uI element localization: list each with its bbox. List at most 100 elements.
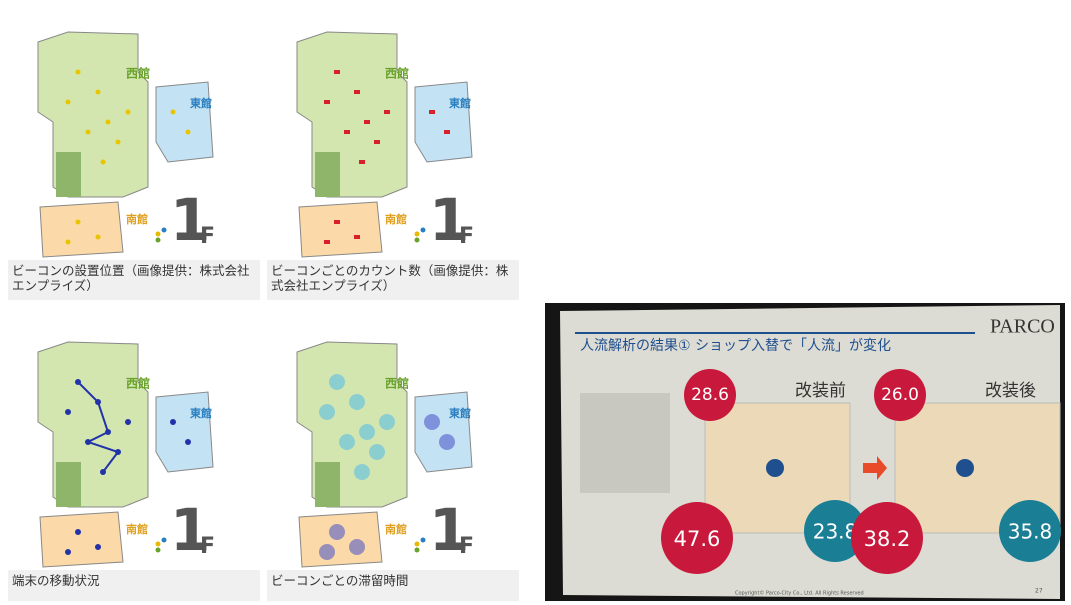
dwell (349, 394, 365, 410)
south-building (40, 512, 123, 567)
terminal (185, 439, 191, 445)
beacon (86, 130, 91, 135)
caption: 端末の移動状況 (8, 570, 260, 591)
beacon-count (444, 130, 450, 134)
beacon-count (334, 70, 340, 74)
top-value: 26.0 (881, 385, 919, 405)
right-value: 35.8 (1008, 520, 1053, 544)
beacon (126, 110, 131, 115)
floor-dot (162, 228, 167, 233)
beacon (186, 130, 191, 135)
west-label: 西館 (126, 66, 150, 81)
beacon (96, 235, 101, 240)
beacon-count (324, 100, 330, 104)
dwell (439, 434, 455, 450)
east-building (156, 82, 213, 162)
terminal (105, 429, 111, 435)
west-label: 西館 (126, 376, 150, 391)
beacon (66, 100, 71, 105)
terminal (85, 439, 91, 445)
south-label: 南館 (385, 522, 407, 536)
east-building (156, 392, 213, 472)
page-number: 27 (1035, 588, 1043, 595)
terminal (95, 399, 101, 405)
west-label: 西館 (385, 66, 409, 81)
beacon-count (384, 110, 390, 114)
floor-dot (156, 548, 161, 553)
slide-title: 人流解析の結果① ショップ入替で「人流」が変化 (580, 337, 891, 354)
west-building (297, 32, 407, 197)
terminal (100, 469, 106, 475)
floor-unit: F (459, 224, 474, 249)
floor-dot (415, 238, 420, 243)
shop-node (956, 459, 974, 477)
west-block (315, 152, 340, 197)
mini-map (580, 393, 670, 493)
terminal (75, 379, 81, 385)
logo: PARCO (990, 316, 1055, 338)
beacon-count (359, 160, 365, 164)
west-label: 西館 (385, 376, 409, 391)
left-value: 38.2 (864, 527, 911, 551)
beacon-count (334, 220, 340, 224)
beacon (171, 110, 176, 115)
terminal (95, 544, 101, 550)
west-block (56, 462, 81, 507)
floor-dot (162, 538, 167, 543)
beacon (76, 220, 81, 225)
beacon-count (344, 130, 350, 134)
dwell (319, 404, 335, 420)
east-building (415, 392, 472, 472)
south-label: 南館 (385, 212, 407, 226)
dwell (339, 434, 355, 450)
east-label: 東館 (190, 406, 212, 420)
beacon-count (324, 240, 330, 244)
footer: Copyright© Parco-City Co., Ltd. All Righ… (735, 590, 864, 597)
east-label: 東館 (449, 96, 471, 110)
terminal (115, 449, 121, 455)
dwell (349, 539, 365, 555)
dwell (319, 544, 335, 560)
caption: ビーコンごとの滞留時間 (267, 570, 519, 591)
floor-dot (156, 232, 161, 237)
south-label: 南館 (126, 522, 148, 536)
plan-label: 改装後 (985, 381, 1036, 401)
dwell (359, 424, 375, 440)
beacon (76, 70, 81, 75)
south-building (299, 512, 382, 567)
terminal (170, 419, 176, 425)
dwell (369, 444, 385, 460)
floor-dot (156, 542, 161, 547)
floor-dot (415, 232, 420, 237)
floor-unit: F (459, 534, 474, 559)
west-block (315, 462, 340, 507)
south-building (40, 202, 123, 257)
terminal (65, 549, 71, 555)
floor-dot (156, 238, 161, 243)
plan-label: 改装前 (795, 381, 846, 401)
beacon-count (354, 90, 360, 94)
east-label: 東館 (190, 96, 212, 110)
dwell (329, 524, 345, 540)
shop-node (766, 459, 784, 477)
south-building (299, 202, 382, 257)
beacon (101, 160, 106, 165)
beacon-count (354, 235, 360, 239)
terminal (65, 409, 71, 415)
dwell (329, 374, 345, 390)
beacon-count (364, 120, 370, 124)
beacon (106, 120, 111, 125)
floor-dot (421, 228, 426, 233)
page: {"panels": [ {"labels": {"west": "西館", "… (0, 0, 1071, 601)
map-panel: 西館東館南館1Fビーコンの設置位置（画像提供：株式会社エンプライズ） (8, 12, 260, 300)
west-block (56, 152, 81, 197)
dwell (424, 414, 440, 430)
